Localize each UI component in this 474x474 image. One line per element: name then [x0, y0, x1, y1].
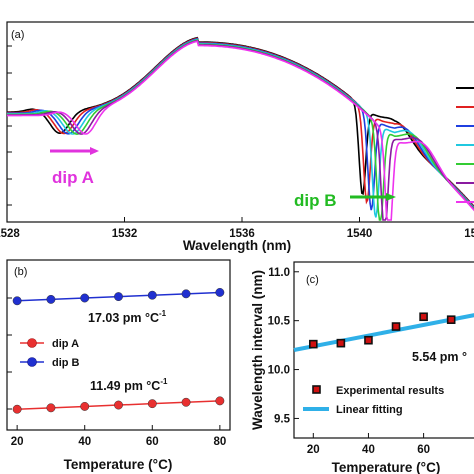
- panel-a-frame: [6, 21, 474, 223]
- panel-c: (c) 20 40 60 9.5 10.0 10.5 11.0 5.54 pm ° Expe…: [250, 261, 474, 474]
- spectrum-curve-6: [7, 40, 474, 221]
- panel-c-point-3: [391, 322, 401, 331]
- panel-a-xlabel: Wavelength (nm): [183, 238, 291, 253]
- panel-b-xtick-label-2: 60: [146, 436, 159, 448]
- panel-c-label: (c): [306, 274, 319, 286]
- panel-b-point-1-4: [147, 290, 157, 300]
- panel-b-point-0-4: [147, 399, 157, 409]
- panel-b-xtick-label-0: 20: [11, 436, 24, 448]
- panel-b-xlabel: Temperature (°C): [64, 457, 173, 472]
- panel-c-ytick-label-1: 10.0: [268, 365, 290, 377]
- dip-a-annotation: dip A: [52, 168, 94, 187]
- panel-b-point-1-0: [12, 296, 22, 306]
- slope-panel-c: 5.54 pm °: [412, 350, 467, 364]
- panel-c-point-4: [419, 312, 428, 322]
- panel-b-point-1-1: [46, 294, 56, 304]
- panel-c-xtick-label-0: 20: [307, 444, 320, 456]
- panel-a-xtick-label-4: 1544: [464, 228, 474, 240]
- panel-b-point-0-2: [80, 401, 90, 411]
- legend-dip-a-label: dip A: [52, 338, 79, 350]
- panel-b-point-1-3: [114, 292, 123, 302]
- panel-c-xtick-label-2: 60: [417, 444, 430, 456]
- panel-b-point-0-0: [12, 404, 22, 414]
- panel-a: (a) 1528 1532 1536 1540 1544 dip A dip B Wav…: [0, 21, 474, 253]
- panel-c-point-5: [446, 315, 456, 324]
- panel-b-point-1-5: [181, 289, 191, 299]
- dip-a-arrowhead: [90, 147, 99, 155]
- slope-dip-b: 17.03 pm °C-1: [88, 309, 167, 325]
- dip-b-annotation: dip B: [294, 191, 337, 210]
- panel-b-point-0-3: [114, 400, 123, 410]
- panel-b-point-0-6: [215, 396, 225, 406]
- legend-experimental-label: Experimental results: [336, 385, 444, 397]
- panel-c-point-1: [336, 338, 346, 348]
- panel-b-xtick-label-1: 40: [78, 436, 91, 448]
- panel-c-point-0: [309, 339, 318, 349]
- slope-dip-a: 11.49 pm °C-1: [90, 377, 168, 393]
- panel-b-point-0-5: [181, 397, 191, 407]
- panel-c-ylabel: Wavelength interval (nm): [250, 270, 265, 430]
- panel-c-xtick-label-1: 40: [362, 444, 375, 456]
- legend-dip-a-marker: [27, 338, 37, 348]
- panel-c-fit-line: [293, 313, 474, 352]
- panel-b-point-0-1: [46, 403, 56, 413]
- panel-c-ytick-label-0: 9.5: [274, 413, 291, 425]
- panel-c-xlabel: Temperature (°C): [332, 460, 441, 474]
- panel-b-xtick-label-3: 80: [213, 436, 226, 448]
- panel-b-legend: dip A dip B: [20, 338, 80, 369]
- panel-c-ytick-label-2: 10.5: [268, 316, 291, 328]
- panel-a-xtick-label-2: 1536: [229, 228, 255, 240]
- panel-a-xtick-label-0: 1528: [0, 228, 20, 240]
- panel-b: (b) 20 40 60 80 dip A dip B 17.03 pm °C-1 1…: [6, 259, 231, 472]
- legend-linear-label: Linear fitting: [336, 404, 403, 416]
- legend-dip-b-label: dip B: [52, 357, 80, 369]
- panel-a-xtick-label-3: 1540: [347, 228, 373, 240]
- panel-b-label: (b): [14, 266, 27, 278]
- legend-experimental-marker: [312, 385, 321, 394]
- panel-c-ytick-label-3: 11.0: [268, 267, 290, 279]
- legend-dip-b-marker: [27, 357, 37, 367]
- panel-b-point-1-2: [80, 293, 90, 303]
- panel-a-label: (a): [11, 29, 24, 41]
- panel-c-point-2: [364, 335, 373, 345]
- dip-b-arrowhead: [386, 193, 396, 201]
- panel-b-point-1-6: [215, 287, 225, 297]
- panel-b-frame: [6, 259, 231, 431]
- panel-a-xtick-label-1: 1532: [112, 228, 138, 240]
